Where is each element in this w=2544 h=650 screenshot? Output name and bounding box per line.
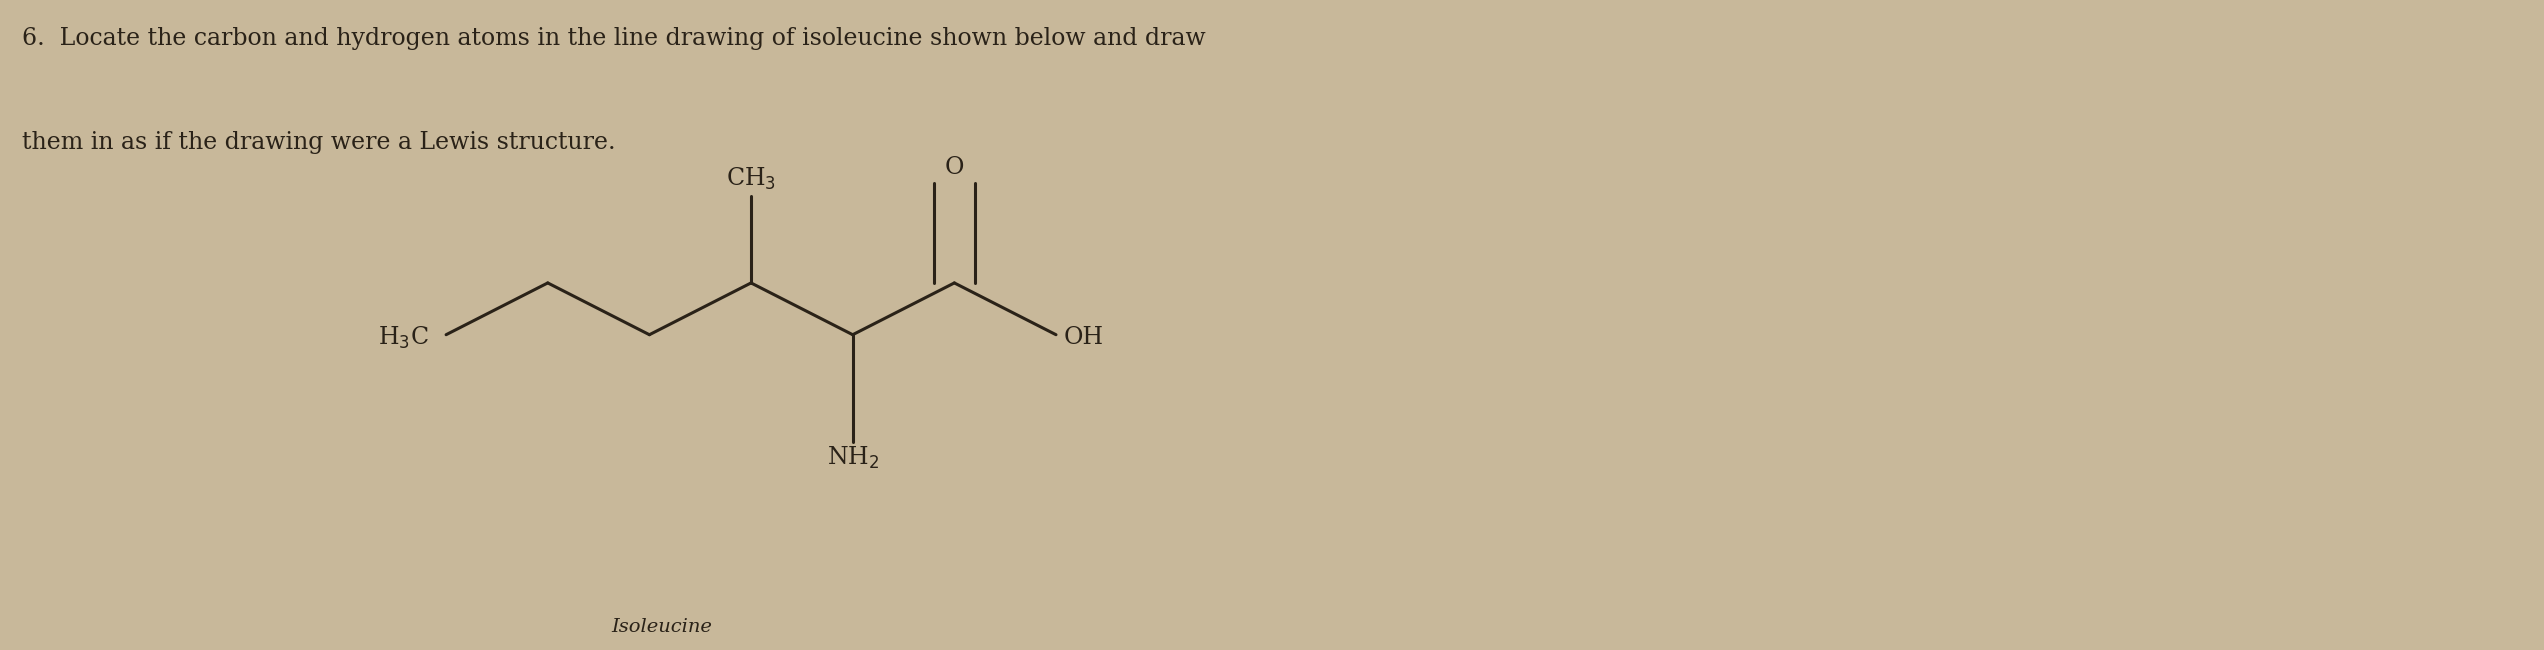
Text: 6.  Locate the carbon and hydrogen atoms in the line drawing of isoleucine shown: 6. Locate the carbon and hydrogen atoms … xyxy=(23,27,1206,50)
Text: OH: OH xyxy=(1063,326,1104,350)
Text: CH$_3$: CH$_3$ xyxy=(725,166,776,192)
Text: H$_3$C: H$_3$C xyxy=(377,325,427,351)
Text: O: O xyxy=(944,157,964,179)
Text: NH$_2$: NH$_2$ xyxy=(827,445,878,471)
Text: Isoleucine: Isoleucine xyxy=(611,618,712,636)
Text: them in as if the drawing were a Lewis structure.: them in as if the drawing were a Lewis s… xyxy=(23,131,616,154)
